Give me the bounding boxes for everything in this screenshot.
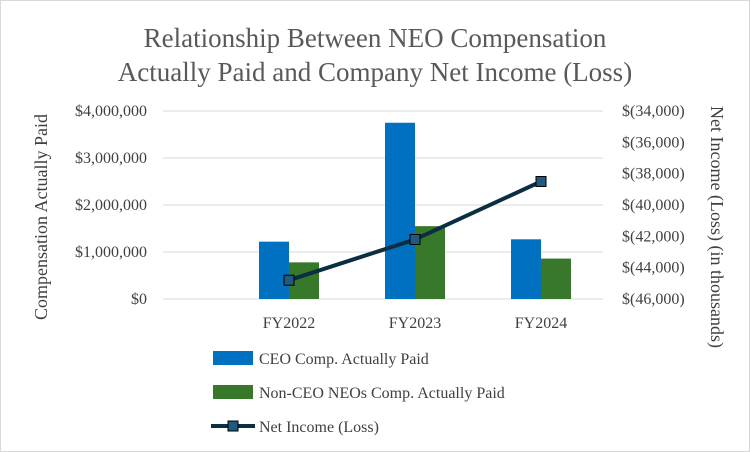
legend-marker-net-income xyxy=(227,420,239,432)
right-axis-title: Net Income (Loss) (in thousands) xyxy=(706,106,727,348)
left-axis-ticks: $0 $1,000,000 $2,000,000 $3,000,000 $4,000,0… xyxy=(75,103,147,308)
right-tick-label-1: $(44,000) xyxy=(622,260,685,277)
x-tick-label-0: FY2022 xyxy=(263,315,315,332)
bar-series xyxy=(259,122,571,299)
chart-title-line-1: Relationship Between NEO Compensation xyxy=(144,23,607,53)
x-tick-label-2: FY2024 xyxy=(515,315,567,332)
legend: CEO Comp. Actually Paid Non-CEO NEOs Comp… xyxy=(211,351,505,436)
left-tick-label-2: $2,000,000 xyxy=(75,197,147,214)
x-tick-label-1: FY2023 xyxy=(389,315,441,332)
right-tick-label-6: $(34,000) xyxy=(622,103,685,120)
net-income-marker-fy2024 xyxy=(535,176,547,187)
x-axis-ticks: FY2022 FY2023 FY2024 xyxy=(263,315,567,332)
left-axis-title: Compensation Actually Paid xyxy=(31,114,51,320)
right-axis-ticks: $(46,000) $(44,000) $(42,000) $(40,000) $(38… xyxy=(622,103,685,308)
bar-ceo-fy2022 xyxy=(259,241,289,299)
legend-label-ceo: CEO Comp. Actually Paid xyxy=(259,351,429,368)
left-tick-label-0: $0 xyxy=(131,291,147,308)
net-income-marker-fy2022 xyxy=(283,274,295,286)
right-tick-label-5: $(36,000) xyxy=(622,134,685,151)
legend-swatch-non-ceo xyxy=(213,385,253,399)
right-tick-label-2: $(42,000) xyxy=(622,228,685,245)
bar-ceo-fy2023 xyxy=(385,122,415,299)
left-tick-label-4: $4,000,000 xyxy=(75,103,147,120)
left-tick-label-1: $1,000,000 xyxy=(75,244,147,261)
legend-swatch-ceo xyxy=(213,351,253,365)
line-series xyxy=(283,176,547,286)
net-income-marker-fy2023 xyxy=(409,233,421,245)
legend-label-net-income: Net Income (Loss) xyxy=(259,419,379,436)
bar-ceo-fy2024 xyxy=(511,239,541,299)
right-tick-label-0: $(46,000) xyxy=(622,291,685,308)
bar-non-ceo-fy2024 xyxy=(541,258,571,299)
right-tick-label-4: $(38,000) xyxy=(622,166,685,183)
left-tick-label-3: $3,000,000 xyxy=(75,150,147,167)
legend-label-non-ceo: Non-CEO NEOs Comp. Actually Paid xyxy=(259,385,505,402)
right-tick-label-3: $(40,000) xyxy=(622,197,685,214)
chart-title-line-2: Actually Paid and Company Net Income (Lo… xyxy=(118,57,632,87)
